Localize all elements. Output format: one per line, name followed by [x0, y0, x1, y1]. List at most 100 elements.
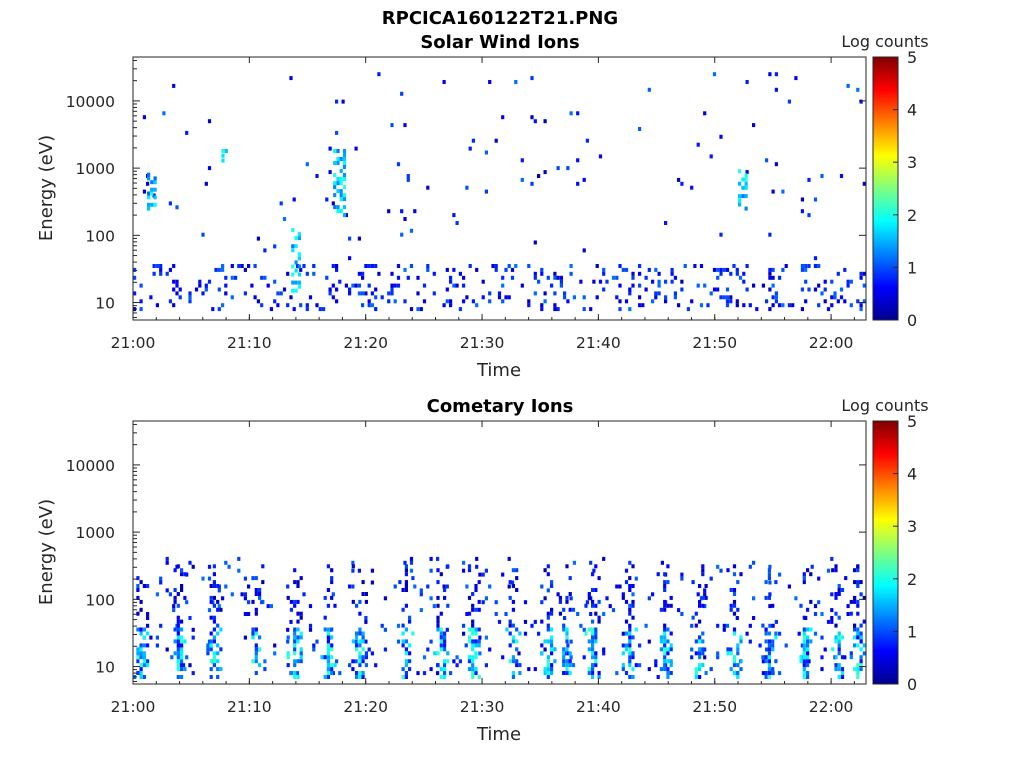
heatmap-cell — [204, 283, 208, 288]
heatmap-cell — [856, 643, 860, 648]
heatmap-cell — [293, 659, 297, 664]
heatmap-cell — [449, 299, 453, 304]
heatmap-cell — [732, 588, 737, 592]
heatmap-cell — [344, 283, 348, 288]
heatmap-cell — [357, 271, 361, 276]
heatmap-cell — [709, 576, 713, 581]
heatmap-cell — [846, 83, 850, 88]
heatmap-cell — [624, 619, 629, 624]
heatmap-cell — [404, 564, 408, 569]
heatmap-cell — [568, 592, 572, 596]
heatmap-cell — [856, 611, 860, 616]
heatmap-cell — [663, 655, 667, 660]
heatmap-cell — [212, 635, 216, 640]
heatmap-cell — [546, 655, 550, 660]
heatmap-cell — [442, 80, 446, 84]
heatmap-cell — [139, 307, 143, 312]
heatmap-cell — [333, 193, 337, 198]
heatmap-cell — [237, 556, 241, 561]
heatmap-cell — [735, 267, 739, 272]
colorbar-tick-label: 4 — [907, 101, 917, 120]
colorbar-label-solar-wind: Log counts — [841, 32, 928, 51]
heatmap-cell — [543, 119, 547, 124]
heatmap-cell — [550, 643, 554, 648]
heatmap-cell — [462, 299, 466, 304]
heatmap-cell — [297, 236, 301, 241]
heatmap-cell — [471, 675, 475, 679]
heatmap-cell — [429, 639, 433, 644]
heatmap-cell — [732, 592, 737, 596]
heatmap-cell — [380, 623, 384, 628]
heatmap-cell — [834, 663, 838, 668]
heatmap-cell — [206, 643, 210, 648]
heatmap-cell — [804, 267, 808, 272]
heatmap-cell — [312, 647, 316, 652]
heatmap-cell — [837, 592, 841, 596]
heatmap-cell — [217, 588, 221, 593]
heatmap-cell — [439, 647, 443, 652]
heatmap-cell — [474, 655, 478, 660]
heatmap-cell — [634, 663, 638, 668]
heatmap-cell — [335, 267, 339, 272]
heatmap-cell — [326, 643, 330, 648]
heatmap-cell — [698, 675, 702, 679]
heatmap-cell — [139, 627, 143, 632]
heatmap-cell — [176, 655, 180, 660]
heatmap-cell — [618, 264, 622, 268]
heatmap-cell — [230, 592, 234, 597]
heatmap-cell — [367, 283, 371, 288]
heatmap-cell — [224, 275, 228, 280]
heatmap-cell — [621, 267, 625, 272]
heatmap-cell — [508, 580, 512, 585]
heatmap-cell — [745, 80, 749, 84]
heatmap-cell — [638, 271, 642, 276]
heatmap-cell — [212, 603, 216, 608]
heatmap-cell — [550, 584, 554, 588]
heatmap-cell — [659, 647, 663, 652]
heatmap-cell — [732, 655, 737, 660]
heatmap-cell — [336, 161, 340, 165]
heatmap-cell — [142, 635, 146, 640]
heatmap-cell — [330, 667, 334, 672]
heatmap-cell — [351, 560, 355, 565]
heatmap-cell — [403, 123, 407, 128]
heatmap-cell — [333, 181, 337, 186]
heatmap-cell — [698, 584, 702, 588]
y-axis-label-cometary: Energy (eV) — [36, 499, 57, 605]
heatmap-cell — [180, 651, 184, 656]
heatmap-cell — [856, 675, 860, 679]
heatmap-cell — [293, 580, 297, 585]
heatmap-cell — [374, 287, 378, 292]
heatmap-cell — [172, 303, 176, 308]
heatmap-cell — [139, 580, 143, 585]
heatmap-cell — [591, 599, 595, 604]
heatmap-cell — [732, 659, 737, 664]
heatmap-cell — [589, 307, 593, 312]
heatmap-cell — [299, 303, 303, 308]
heatmap-cell — [436, 568, 440, 573]
colorbar-cometary — [872, 420, 899, 685]
heatmap-cell — [443, 635, 447, 640]
heatmap-cell — [139, 607, 143, 612]
heatmap-cell — [546, 675, 550, 679]
heatmap-cell — [659, 635, 663, 640]
heatmap-cell — [663, 663, 667, 668]
heatmap-cell — [569, 264, 573, 268]
heatmap-cell — [511, 639, 515, 644]
heatmap-cell — [501, 275, 505, 280]
heatmap-cell — [180, 647, 184, 652]
heatmap-cell — [638, 283, 642, 288]
heatmap-cell — [761, 283, 765, 288]
heatmap-cell — [644, 287, 648, 292]
heatmap-cell — [837, 651, 841, 656]
heatmap-cell — [471, 299, 475, 304]
heatmap-cell — [206, 651, 210, 656]
heatmap-cell — [462, 560, 466, 565]
heatmap-cell — [694, 651, 698, 656]
heatmap-cell — [540, 651, 544, 656]
heatmap-cell — [474, 584, 478, 588]
heatmap-cell — [735, 271, 739, 276]
heatmap-cell — [771, 303, 775, 308]
heatmap-cell — [286, 651, 290, 656]
heatmap-cell — [477, 607, 481, 612]
